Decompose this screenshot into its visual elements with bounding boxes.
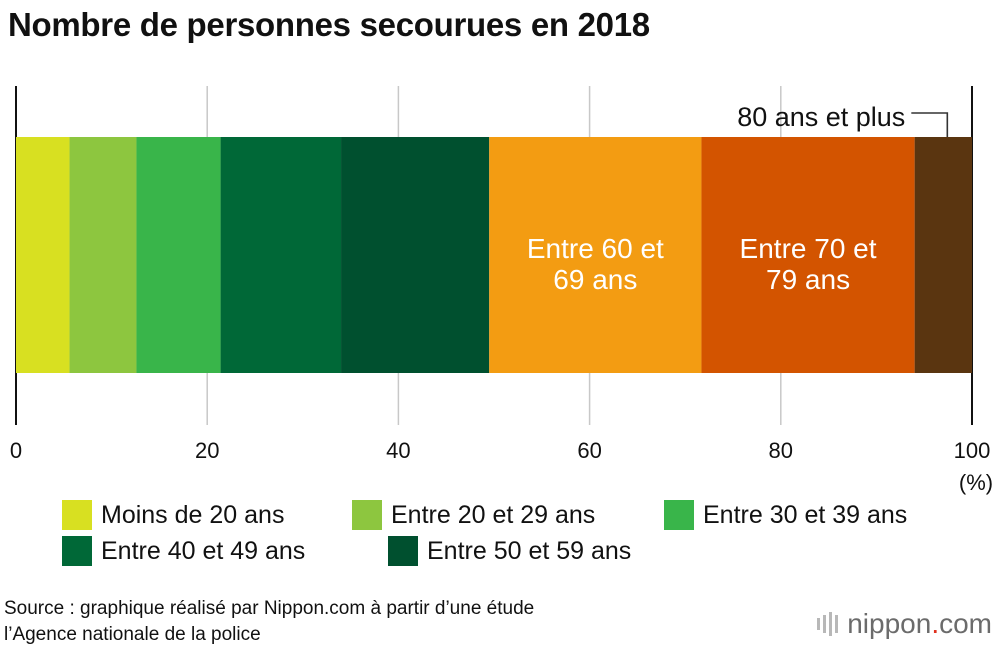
bar-segments xyxy=(16,137,972,373)
segment-label-7: Entre 70 et 79 ans xyxy=(740,233,877,295)
legend-item-5: Entre 50 et 59 ans xyxy=(388,536,631,566)
x-tick-80: 80 xyxy=(769,438,793,463)
x-tick-labels: 0 20 40 60 80 100 xyxy=(10,438,990,463)
logo-suffix: com xyxy=(939,608,992,639)
chart-title: Nombre de personnes secourues en 2018 xyxy=(8,6,650,43)
legend-swatch xyxy=(664,500,694,530)
x-tick-0: 0 xyxy=(10,438,22,463)
bar-segment-8 xyxy=(914,137,972,373)
bar-segment-7 xyxy=(701,137,915,373)
legend-item-4: Entre 40 et 49 ans xyxy=(62,536,305,566)
logo-dot: . xyxy=(931,608,940,639)
bar-segment-2 xyxy=(69,137,137,373)
legend-label: Entre 50 et 59 ans xyxy=(427,536,632,565)
x-tick-40: 40 xyxy=(386,438,410,463)
legend-item-1: Moins de 20 ans xyxy=(62,500,284,530)
x-tick-100: 100 xyxy=(954,438,991,463)
bar-segment-4 xyxy=(220,137,342,373)
legend-label: Entre 20 et 29 ans xyxy=(391,500,596,529)
bar-segment-5 xyxy=(341,137,490,373)
legend-swatch xyxy=(352,500,382,530)
source-note: Source : graphique réalisé par Nippon.co… xyxy=(4,596,534,648)
source-line-2: l’Agence nationale de la police xyxy=(4,624,261,645)
legend-swatch xyxy=(388,536,418,566)
bar-segment-3 xyxy=(136,137,221,373)
legend-swatch xyxy=(62,536,92,566)
x-tick-20: 20 xyxy=(195,438,219,463)
segment-label-6: Entre 60 et 69 ans xyxy=(527,233,664,295)
x-tick-60: 60 xyxy=(577,438,601,463)
annotation-leader-line xyxy=(911,112,949,137)
legend-label: Entre 30 et 39 ans xyxy=(703,500,908,529)
annotation-label: 80 ans et plus xyxy=(737,102,905,132)
annotation-group: 80 ans et plus xyxy=(737,102,949,137)
stacked-bar-chart: Entre 60 et 69 ans Entre 70 et 79 ans 80 an… xyxy=(10,86,993,495)
source-line-1: Source : graphique réalisé par Nippon.co… xyxy=(4,598,535,619)
legend-swatch xyxy=(62,500,92,530)
bar-segment-6 xyxy=(489,137,702,373)
logo-bars-icon xyxy=(817,612,841,636)
legend-item-2: Entre 20 et 29 ans xyxy=(352,500,595,530)
legend-label: Moins de 20 ans xyxy=(101,500,285,529)
legend-item-3: Entre 30 et 39 ans xyxy=(664,500,907,530)
segment-labels: Entre 60 et 69 ans Entre 70 et 79 ans xyxy=(527,233,877,295)
bar-segment-1 xyxy=(16,137,70,373)
x-axis-unit: (%) xyxy=(959,470,993,495)
logo-name: nippon xyxy=(847,608,932,639)
legend-label: Entre 40 et 49 ans xyxy=(101,536,306,565)
nippon-logo: nippon. com xyxy=(817,608,992,640)
